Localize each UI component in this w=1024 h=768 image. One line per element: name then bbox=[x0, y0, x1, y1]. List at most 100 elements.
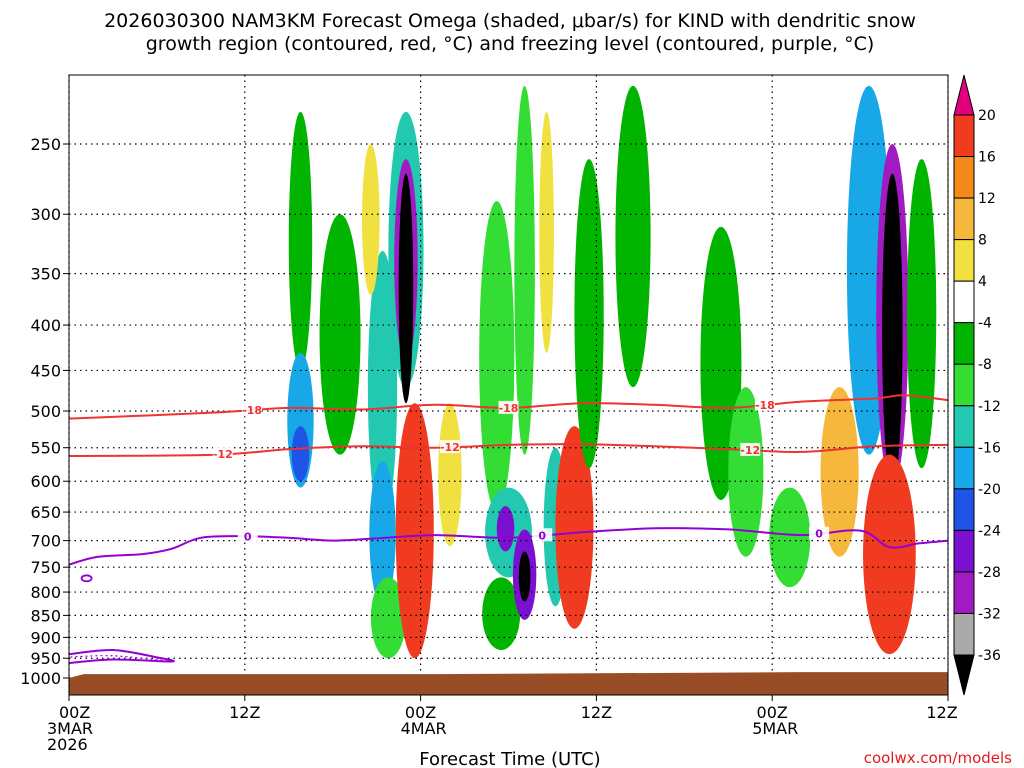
x-tick-label-5-0: 12Z bbox=[926, 703, 957, 722]
colorbar-swatch-1 bbox=[953, 114, 975, 158]
colorbar-swatch-9 bbox=[953, 446, 975, 490]
colorbar-label-6: -8 bbox=[978, 357, 992, 373]
freezing-loop-low bbox=[68, 648, 175, 665]
contour-label-bg bbox=[237, 529, 258, 543]
y-tick-label-650: 650 bbox=[30, 503, 61, 522]
title-line-2: growth region (contoured, red, °C) and f… bbox=[146, 33, 875, 55]
contour-label-0-0: 0 bbox=[244, 530, 252, 543]
omega-cell-10 bbox=[395, 403, 434, 659]
colorbar-label-11: -28 bbox=[978, 565, 1001, 581]
freezing-loop-small bbox=[80, 574, 93, 583]
colorbar-swatch-6 bbox=[953, 322, 975, 365]
contour-label-bg bbox=[809, 526, 830, 540]
omega-cell-12 bbox=[438, 403, 462, 547]
y-tick-label-950: 950 bbox=[30, 649, 61, 668]
omega-cell-27 bbox=[769, 487, 811, 588]
omega-cell-20 bbox=[539, 111, 554, 353]
x-tick-label-0-0: 00Z bbox=[59, 703, 90, 722]
omega-cell-4 bbox=[367, 250, 398, 524]
colorbar-label-4: 4 bbox=[978, 274, 987, 290]
x-tick-label-4-0: 00Z bbox=[757, 703, 788, 722]
contour-label--18-1: -18 bbox=[499, 402, 519, 415]
plot-area: -18 -18 -18 -12 -12 -12 0 0 0 bbox=[68, 74, 949, 696]
contour-label-bg bbox=[532, 528, 553, 542]
contour-label-0-1: 0 bbox=[538, 529, 546, 542]
omega-cell-3 bbox=[319, 214, 361, 455]
contour-label--18-0: -18 bbox=[242, 404, 262, 417]
x-axis-label: Forecast Time (UTC) bbox=[419, 749, 600, 768]
y-tick-label-400: 400 bbox=[30, 316, 61, 335]
y-tick-label-600: 600 bbox=[30, 472, 61, 491]
colorbar-label-12: -32 bbox=[978, 606, 1001, 622]
colorbar-swatch-12 bbox=[953, 571, 975, 614]
contour-label-bg bbox=[754, 397, 775, 411]
colorbar-label-0: 20 bbox=[978, 108, 996, 124]
colorbar-swatch-10 bbox=[953, 488, 975, 531]
omega-cell-28 bbox=[820, 387, 859, 557]
x-tick-label-0-1: 3MAR bbox=[47, 719, 93, 738]
contour-label--18-2: -18 bbox=[755, 399, 775, 412]
omega-cell-26 bbox=[728, 387, 764, 557]
omega-cell-0 bbox=[288, 111, 313, 371]
colorbar-swatch-5 bbox=[953, 280, 975, 324]
omega-cell-33 bbox=[906, 159, 937, 469]
title-line-1: 2026030300 NAM3KM Forecast Omega (shaded… bbox=[104, 10, 916, 32]
contour-line--12 bbox=[68, 443, 949, 457]
omega-cell-19 bbox=[518, 551, 531, 602]
omega-cell-15 bbox=[496, 506, 515, 552]
omega-cell-23 bbox=[574, 159, 604, 469]
contour-label-bg bbox=[439, 440, 460, 454]
colorbar-swatch-2 bbox=[953, 156, 975, 199]
omega-shading bbox=[287, 85, 937, 659]
contour-label-bg bbox=[740, 442, 761, 456]
x-tick-label-2-1: 4MAR bbox=[401, 719, 447, 738]
contour-line-0 bbox=[68, 527, 949, 566]
y-tick-label-350: 350 bbox=[30, 265, 61, 284]
colorbar-label-3: 8 bbox=[978, 233, 987, 249]
omega-cell-2 bbox=[291, 426, 310, 482]
colorbar-label-8: -16 bbox=[978, 440, 1001, 456]
y-tick-label-750: 750 bbox=[30, 558, 61, 577]
contour-label--12-2: -12 bbox=[740, 444, 760, 457]
omega-cell-16 bbox=[482, 577, 521, 651]
contour-label-bg bbox=[498, 400, 519, 414]
temperature-contours: -18 -18 -18 -12 -12 -12 0 0 0 bbox=[68, 394, 949, 665]
colorbar-swatch-4 bbox=[953, 239, 975, 282]
contour-label--12-1: -12 bbox=[440, 441, 460, 454]
omega-cell-22 bbox=[555, 426, 594, 629]
colorbar-swatch-8 bbox=[953, 405, 975, 448]
colorbar-top-tip bbox=[953, 74, 975, 116]
omega-cell-11 bbox=[362, 144, 380, 296]
y-tick-label-550: 550 bbox=[30, 439, 61, 458]
contour-line--18 bbox=[68, 394, 949, 420]
chart-title: 2026030300 NAM3KM Forecast Omega (shaded… bbox=[104, 10, 916, 55]
contour-label-0-2: 0 bbox=[815, 528, 823, 541]
omega-cell-32 bbox=[863, 454, 916, 655]
omega-cell-24 bbox=[615, 85, 651, 388]
omega-cell-5 bbox=[369, 461, 396, 607]
colorbar-label-5: -4 bbox=[978, 316, 992, 332]
y-tick-label-500: 500 bbox=[30, 402, 61, 421]
colorbar-label-7: -12 bbox=[978, 399, 1001, 415]
omega-cell-9 bbox=[398, 173, 414, 404]
contour-label-bg bbox=[212, 447, 233, 461]
contour-label--12-0: -12 bbox=[213, 448, 233, 461]
ground-layer bbox=[69, 672, 948, 695]
contour-label-bg bbox=[242, 403, 263, 417]
x-tick-label-2-0: 00Z bbox=[405, 703, 436, 722]
credit-text: coolwx.com/models bbox=[864, 749, 1012, 767]
omega-cell-6 bbox=[370, 577, 406, 659]
colorbar-label-10: -24 bbox=[978, 523, 1001, 539]
colorbar-label-2: 12 bbox=[978, 191, 996, 207]
x-tick-label-4-1: 5MAR bbox=[752, 719, 798, 738]
y-tick-label-900: 900 bbox=[30, 628, 61, 647]
colorbar-label-1: 16 bbox=[978, 150, 996, 166]
plot-frame bbox=[68, 74, 949, 696]
colorbar-swatch-11 bbox=[953, 529, 975, 573]
y-tick-label-700: 700 bbox=[30, 532, 61, 551]
ground-fill bbox=[69, 672, 948, 695]
colorbar-label-13: -36 bbox=[978, 648, 1001, 664]
colorbar-bottom-tip bbox=[953, 654, 975, 696]
